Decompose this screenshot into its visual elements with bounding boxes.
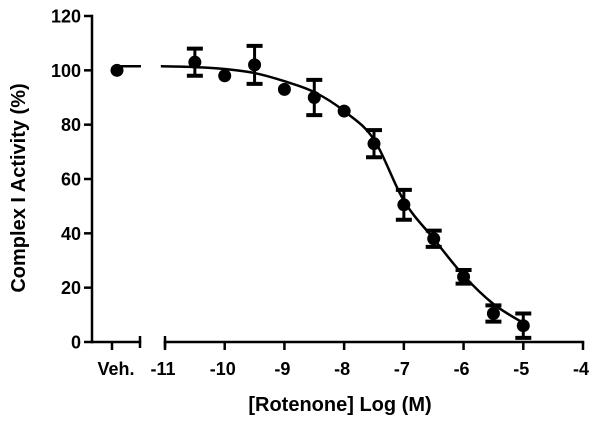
- data-point: [277, 82, 291, 96]
- data-point: [515, 311, 532, 340]
- x-tick-label: -5: [513, 359, 529, 379]
- data-point: [485, 303, 502, 324]
- data-points: [186, 43, 532, 340]
- vehicle-data: [110, 63, 141, 77]
- marker-circle: [307, 91, 321, 104]
- y-tick-label: 20: [61, 278, 81, 298]
- marker-circle: [248, 58, 262, 72]
- x-tick-label: -9: [274, 359, 290, 379]
- x-tick-label: -7: [394, 359, 410, 379]
- marker-circle: [277, 82, 291, 96]
- marker-circle: [516, 319, 530, 333]
- y-tick-label: 80: [61, 115, 81, 135]
- x-axis-title: [Rotenone] Log (M): [248, 394, 431, 416]
- y-axis-title: Complex I Activity (%): [8, 83, 30, 292]
- data-point: [425, 228, 442, 249]
- y-tick-label: 0: [71, 333, 81, 353]
- x-tick-label: -8: [334, 359, 350, 379]
- y-axis: 0 20 40 60 80 100 120: [51, 7, 94, 353]
- marker-circle: [397, 198, 411, 212]
- data-point: [395, 187, 412, 222]
- marker-circle: [188, 55, 202, 69]
- x-tick-label: -6: [454, 359, 470, 379]
- data-point: [306, 77, 323, 118]
- marker-circle: [367, 137, 381, 151]
- marker-circle: [337, 104, 351, 118]
- x-axis: Veh. -11 -10 -9 -8 -7 -6 -5 -4: [90, 336, 589, 379]
- y-tick-label: 60: [61, 170, 81, 190]
- marker-circle: [486, 306, 500, 320]
- data-point: [366, 128, 382, 160]
- data-point: [186, 46, 203, 78]
- marker-circle: [427, 232, 441, 246]
- x-tick-label: -10: [210, 359, 236, 379]
- x-tick-label-vehicle: Veh.: [97, 359, 134, 379]
- y-tick-label: 120: [51, 7, 81, 27]
- data-point: [246, 43, 263, 86]
- y-tick-label: 40: [61, 224, 81, 244]
- vehicle-point: [110, 63, 124, 77]
- y-tick-label: 100: [51, 61, 81, 81]
- marker-circle: [218, 69, 232, 83]
- x-tick-label: -4: [573, 359, 589, 379]
- data-point: [455, 268, 472, 286]
- marker-circle: [457, 270, 471, 284]
- data-point: [218, 69, 232, 83]
- x-tick-label: -11: [150, 359, 175, 379]
- data-point: [337, 104, 351, 118]
